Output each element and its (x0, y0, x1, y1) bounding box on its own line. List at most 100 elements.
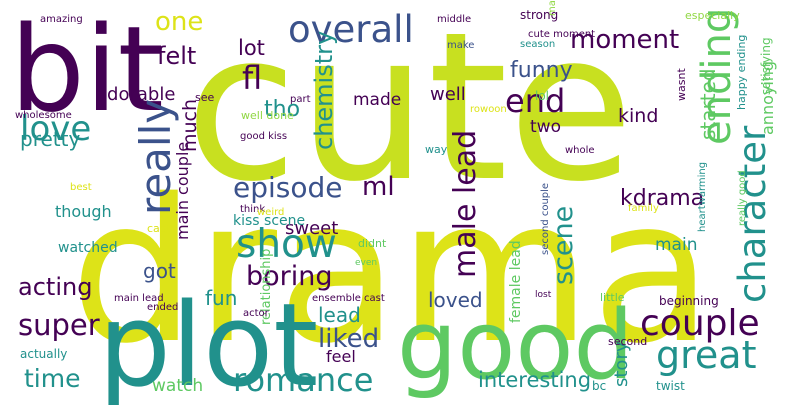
word-bc: bc (592, 379, 606, 393)
word-though: though (55, 202, 112, 221)
word-scene: scene (548, 206, 579, 285)
word-two: two (530, 117, 561, 137)
word-ending: ending (694, 8, 740, 145)
word-interesting: interesting (478, 368, 591, 392)
word-felt: felt (157, 42, 196, 70)
word-pretty: pretty (20, 127, 80, 151)
word-lost: lost (535, 290, 552, 300)
word-great: great (656, 333, 756, 377)
word-heartwarming: heartwarming (697, 162, 708, 232)
word-character: character (731, 125, 774, 303)
word-ended: ended (147, 302, 178, 313)
word-rowoon: rowoon (470, 104, 507, 115)
word-satisfying: satisfying (759, 37, 773, 95)
word-couple: couple (640, 303, 760, 344)
word-love: love (20, 109, 91, 149)
word-good: good (397, 291, 634, 401)
word-started: started (696, 68, 720, 140)
word-see: see (195, 91, 214, 104)
word-super: super (18, 308, 100, 342)
word-lot: lot (238, 36, 265, 60)
word-second-couple: second couple (540, 183, 551, 255)
word-made: made (353, 90, 401, 110)
word-really-good: really good (737, 170, 748, 226)
word-annoying: annoying (758, 61, 777, 135)
word-time: time (24, 364, 80, 393)
word-ml: ml (362, 172, 395, 202)
word-romance: romance (233, 361, 373, 399)
word-got: got (143, 259, 176, 283)
word-acting: acting (18, 273, 92, 301)
word-wasnt: wasnt (675, 68, 688, 101)
word-family: family (628, 203, 659, 214)
word-overall: overall (288, 8, 414, 51)
word-many: many (547, 0, 558, 16)
word-sweet: sweet (285, 218, 338, 239)
word-second: second (608, 335, 647, 348)
word-cast: cast (147, 222, 171, 235)
word-whole: whole (565, 145, 595, 156)
word-loved: loved (428, 288, 483, 312)
word-story: story (611, 341, 632, 387)
word-chemistry: chemistry (310, 31, 338, 150)
word-wholesome: wholesome (15, 110, 72, 121)
word-adorable: adorable (96, 84, 175, 105)
word-watch: watch (152, 376, 203, 396)
word-feel: feel (326, 347, 356, 366)
word-good-kiss: good kiss (240, 131, 287, 142)
word-boring: boring (246, 261, 333, 292)
word-liked: liked (318, 324, 379, 354)
word-kiss-scene: kiss scene (233, 213, 305, 229)
word-part: part (290, 94, 311, 105)
word-well: well (430, 84, 466, 105)
word-beginning: beginning (659, 294, 719, 308)
word-moment: moment (570, 25, 679, 55)
word-ensemble-cast: ensemble cast (312, 293, 385, 304)
word-strong: strong (520, 8, 558, 22)
word-lead: lead (318, 303, 361, 327)
word-male-lead: male lead (448, 130, 483, 278)
word-cute: cute (185, 0, 634, 227)
word-much: much (179, 99, 201, 152)
word-kdrama: kdrama (620, 186, 704, 211)
word-actor: actor (243, 308, 270, 319)
word-bit: bit (10, 0, 164, 138)
word-well-done: well done (241, 109, 294, 122)
word-actually: actually (20, 347, 67, 361)
word-end: end (505, 82, 565, 120)
word-happy-ending: happy ending (735, 35, 748, 110)
word-really: really (131, 99, 180, 215)
word-show: show (236, 222, 337, 267)
word-main-couple: main couple (173, 142, 192, 240)
word-best: best (70, 182, 92, 193)
word-relationship: relationship (259, 249, 274, 325)
word-season: season (520, 39, 555, 50)
word-main-lead: main lead (114, 293, 164, 304)
word-fun: fun (205, 286, 237, 310)
word-especially: especially (685, 9, 740, 22)
word-didnt: didnt (358, 237, 387, 250)
word-even: even (355, 258, 377, 268)
word-make: make (447, 40, 474, 51)
word-drama: drama (70, 156, 713, 387)
word-way: way (425, 143, 448, 156)
word-one: one (155, 7, 203, 37)
word-little: little (600, 291, 625, 304)
word-kind: kind (618, 105, 658, 127)
word-think: think (240, 204, 265, 215)
word-watched: watched (58, 240, 118, 256)
word-cute-moment: cute moment (528, 29, 595, 40)
word-middle: middle (437, 14, 471, 25)
word-episode: episode (233, 171, 343, 204)
word-plot: plot (98, 279, 318, 405)
word-funny: funny (510, 58, 573, 83)
word-female-lead: female lead (508, 240, 524, 323)
word-tho: tho (264, 97, 300, 122)
word-main: main (655, 235, 697, 255)
word-still: still (66, 58, 77, 75)
word-fl: fl (242, 59, 262, 97)
word-twist: twist (656, 379, 685, 393)
word-lol: lol (535, 89, 549, 103)
